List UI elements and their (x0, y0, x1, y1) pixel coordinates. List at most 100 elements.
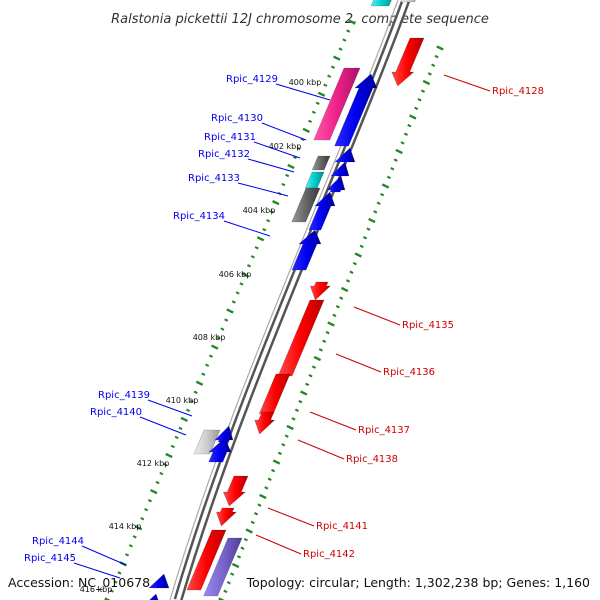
tick-row-inner (352, 261, 357, 266)
leader-line (253, 141, 301, 159)
tick-row-inner (226, 581, 231, 585)
tick-row-outer (104, 597, 111, 600)
gene-label-rpic-4137: Rpic_4137 (358, 425, 410, 436)
tick-row-outer (281, 182, 286, 187)
tick-row-outer (174, 435, 179, 440)
gene-label-rpic-4145: Rpic_4145 (24, 553, 76, 564)
tick-row-inner (422, 79, 431, 86)
gene-feature-rpic-4131 (311, 155, 331, 171)
gene-feature-rpic-4144 (148, 573, 170, 589)
tick-row-outer (113, 580, 118, 584)
leader-line (267, 507, 315, 527)
tick-row-outer (193, 390, 198, 394)
gene-feature-rpic-4129 (313, 67, 361, 141)
leader-line (139, 416, 187, 436)
tick-row-outer (342, 38, 347, 42)
tick-row-outer (323, 83, 328, 87)
kbp-label: 404 kbp (243, 206, 276, 215)
tick-row-outer (147, 498, 152, 503)
tick-row-inner (298, 399, 303, 404)
tick-row-inner (281, 443, 286, 447)
leader-line (261, 122, 307, 141)
leader-line (247, 158, 295, 173)
tick-row-outer (262, 228, 267, 232)
gene-label-rpic-4142: Rpic_4142 (303, 549, 355, 560)
gene-feature-rpic-4138 (254, 411, 276, 435)
tick-row-outer (235, 291, 240, 295)
tick-row-inner (434, 54, 439, 59)
leader-line (353, 306, 401, 326)
tick-row-inner (300, 390, 308, 396)
gene-feature-rpic-4128 (391, 37, 425, 87)
gene-feature-blue-e (208, 437, 232, 463)
tick-row-outer (170, 444, 175, 449)
backbone-core (176, 0, 408, 600)
tick-row-outer (134, 525, 143, 531)
tick-row-outer (144, 507, 149, 512)
leader-line (275, 83, 331, 101)
tick-row-outer (254, 246, 259, 250)
gene-label-rpic-4135: Rpic_4135 (402, 320, 454, 331)
gene-label-rpic-4138: Rpic_4138 (346, 454, 398, 465)
gene-feature-blue-c (308, 191, 336, 231)
gene-feature-rpic-4133 (304, 171, 325, 189)
tick-row-inner (245, 528, 253, 534)
tick-row-inner (318, 348, 323, 352)
tick-row-inner (322, 339, 327, 343)
tick-row-inner (354, 252, 362, 258)
tick-row-inner (254, 512, 259, 516)
tick-row-inner (277, 451, 282, 456)
tick-row-outer (241, 272, 249, 278)
tick-row-outer (117, 571, 122, 575)
tick-row-inner (218, 597, 225, 600)
tick-row-inner (436, 45, 444, 51)
gene-labels: Rpic_4129 Rpic_4130 Rpic_4131 Rpic_4132 Rpic… (24, 74, 544, 579)
tick-row-inner (395, 148, 403, 155)
tick-row-outer (208, 354, 213, 358)
tick-row-outer (346, 29, 351, 33)
tick-row-outer (269, 209, 274, 214)
tick-row-inner (349, 270, 354, 274)
gene-feature-rpic-4137 (258, 373, 291, 415)
gene-feature-rpic-4142 (215, 507, 238, 527)
tick-row-inner (313, 355, 322, 362)
gene-feature-rpic-4141 (222, 475, 249, 507)
tick-row-outer (150, 488, 158, 495)
tick-row-outer (302, 127, 310, 134)
tick-row-outer (178, 426, 183, 431)
tick-row-outer (311, 110, 316, 115)
kbp-label: 406 kbp (219, 270, 252, 279)
tick-row-outer (220, 327, 225, 331)
tick-row-inner (231, 562, 240, 569)
tick-row-inner (291, 417, 296, 421)
tick-row-inner (264, 486, 269, 490)
leader-line (443, 74, 491, 92)
topology-text: Topology: circular; Length: 1,302,238 bp… (246, 575, 590, 590)
tick-row-outer (159, 471, 164, 476)
gene-features (148, 0, 425, 600)
tick-row-inner (340, 286, 349, 293)
tick-row-outer (128, 544, 133, 548)
tick-row-inner (431, 63, 436, 67)
tick-row-outer (315, 101, 320, 105)
tick-row-inner (381, 183, 390, 189)
tick-row-inner (393, 158, 398, 162)
tick-row-inner (373, 210, 378, 214)
tick-row-outer (189, 399, 194, 404)
gene-feature-rpic-4134 (291, 187, 321, 223)
tick-row-outer (287, 163, 295, 170)
tick-row-inner (400, 141, 405, 145)
tick-row-outer (256, 236, 265, 242)
kbp-label: 416 kbp (80, 585, 113, 594)
tick-row-outer (226, 308, 234, 314)
gene-label-rpic-4141: Rpic_4141 (316, 521, 368, 532)
gene-feature-blue-b (326, 175, 346, 193)
gene-feature-rpic-4136 (277, 299, 325, 377)
tick-row-inner (407, 123, 412, 128)
gene-feature-rpic-4132 (330, 161, 350, 177)
gene-label-rpic-4136: Rpic_4136 (383, 367, 435, 378)
tick-row-outer (195, 380, 204, 386)
gene-feature-rpic-4135 (309, 281, 332, 301)
tick-row-outer (180, 416, 188, 423)
